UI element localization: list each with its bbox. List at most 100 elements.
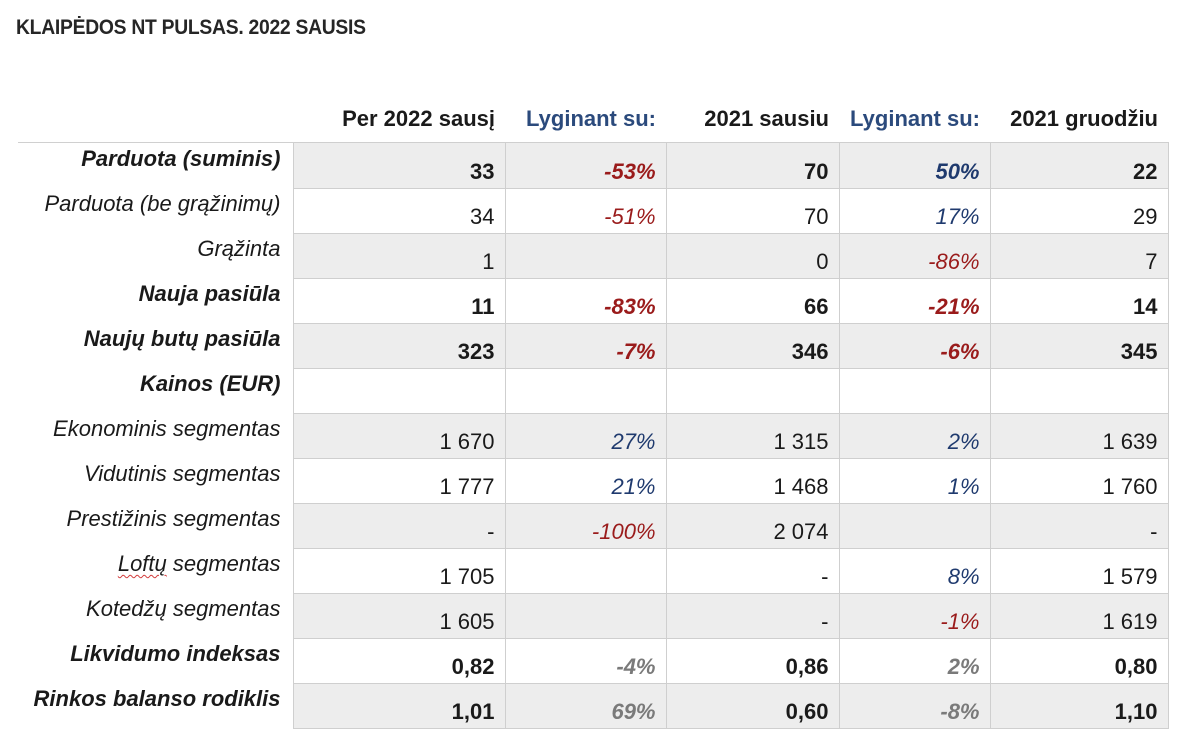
- value-cell: 1 605: [292, 592, 506, 639]
- change-cell: 2%: [838, 412, 991, 459]
- header-compare-1: Lyginant su:: [526, 106, 656, 131]
- table-row: Ekonominis segmentas 1 670 27% 1 315 2% 1 639: [18, 412, 1169, 459]
- header-compare-2: Lyginant su:: [850, 106, 980, 131]
- change-cell: 8%: [838, 547, 991, 594]
- row-label: Parduota (be grąžinimų): [44, 191, 281, 216]
- table-row: Kotedžų segmentas 1 605 - -1% 1 619: [18, 592, 1169, 639]
- value-cell: 33: [292, 142, 506, 189]
- table-row: Loftų segmentas 1 705 -8% 1 579: [18, 547, 1169, 594]
- market-pulse-table: Per 2022 sausį Lyginant su: 2021 sausiu …: [18, 98, 1169, 729]
- change-cell: 21%: [504, 457, 667, 504]
- value-cell: 323: [292, 322, 506, 369]
- table-row: Parduota (suminis) 33 -53% 70 50% 22: [18, 142, 1169, 189]
- change-cell: [504, 592, 667, 639]
- value-cell: 0,86: [665, 637, 840, 684]
- table-row: Vidutinis segmentas 1 777 21% 1 468 1% 1 760: [18, 457, 1169, 504]
- table-row: Kainos (EUR): [18, 367, 1169, 414]
- header-prev-month: 2021 gruodžiu: [1010, 106, 1158, 131]
- value-cell: 14: [989, 277, 1169, 324]
- value-cell: [665, 367, 840, 414]
- row-label: Grąžinta: [197, 236, 281, 261]
- value-cell: 346: [665, 322, 840, 369]
- value-cell: 1 315: [665, 412, 840, 459]
- change-cell: 2%: [838, 637, 991, 684]
- change-cell: -8%: [838, 682, 991, 729]
- value-cell: 1 639: [989, 412, 1169, 459]
- header-empty: [18, 98, 293, 143]
- value-cell: 0: [665, 232, 840, 279]
- change-cell: -1%: [838, 592, 991, 639]
- value-cell: 1 760: [989, 457, 1169, 504]
- value-cell: 66: [665, 277, 840, 324]
- table-row: Prestižinis segmentas - -100% 2 074-: [18, 502, 1169, 549]
- change-cell: -100%: [504, 502, 667, 549]
- row-label: Prestižinis segmentas: [66, 506, 281, 531]
- change-cell: [504, 367, 667, 414]
- change-cell: -53%: [504, 142, 667, 189]
- value-cell: 1 670: [292, 412, 506, 459]
- value-cell: 0,60: [665, 682, 840, 729]
- value-cell: 11: [292, 277, 506, 324]
- change-cell: -4%: [504, 637, 667, 684]
- value-cell: 29: [989, 187, 1169, 234]
- value-cell: 34: [292, 187, 506, 234]
- value-cell: -: [989, 502, 1169, 549]
- value-cell: -: [665, 547, 840, 594]
- table-row: Likvidumo indeksas 0,82 -4% 0,86 2% 0,80: [18, 637, 1169, 684]
- table-row: Rinkos balanso rodiklis 1,01 69% 0,60 -8% 1,1…: [18, 682, 1169, 729]
- change-cell: -83%: [504, 277, 667, 324]
- value-cell: 1 468: [665, 457, 840, 504]
- value-cell: 7: [989, 232, 1169, 279]
- header-prev-year: 2021 sausiu: [704, 106, 829, 131]
- row-label: Parduota (suminis): [81, 146, 281, 171]
- row-label: Likvidumo indeksas: [70, 641, 281, 666]
- value-cell: -: [665, 592, 840, 639]
- value-cell: 2 074: [665, 502, 840, 549]
- change-cell: [838, 367, 991, 414]
- row-label: Nauja pasiūla: [138, 281, 281, 306]
- value-cell: 0,82: [292, 637, 506, 684]
- change-cell: 69%: [504, 682, 667, 729]
- change-cell: -21%: [838, 277, 991, 324]
- row-label: Naujų butų pasiūla: [83, 326, 281, 351]
- value-cell: [989, 367, 1169, 414]
- value-cell: 345: [989, 322, 1169, 369]
- value-cell: 1: [292, 232, 506, 279]
- value-cell: 1,10: [989, 682, 1169, 729]
- row-label: Loftų segmentas: [117, 551, 281, 576]
- table-row: Nauja pasiūla 11 -83% 66 -21% 14: [18, 277, 1169, 324]
- table-row: Grąžinta 1 0 -86% 7: [18, 232, 1169, 279]
- row-label: Kainos (EUR): [139, 371, 281, 396]
- table-row: Naujų butų pasiūla 323 -7% 346 -6% 345: [18, 322, 1169, 369]
- value-cell: 1 705: [292, 547, 506, 594]
- row-label: Kotedžų segmentas: [86, 596, 281, 621]
- value-cell: 70: [665, 187, 840, 234]
- value-cell: 1,01: [292, 682, 506, 729]
- row-label: Vidutinis segmentas: [84, 461, 281, 486]
- change-cell: 1%: [838, 457, 991, 504]
- header-row: Per 2022 sausį Lyginant su: 2021 sausiu …: [18, 98, 1168, 143]
- value-cell: 70: [665, 142, 840, 189]
- change-cell: -7%: [504, 322, 667, 369]
- value-cell: 1 777: [292, 457, 506, 504]
- header-current: Per 2022 sausį: [342, 106, 495, 131]
- change-cell: 50%: [838, 142, 991, 189]
- change-cell: [504, 547, 667, 594]
- page-title: KLAIPĖDOS NT PULSAS. 2022 SAUSIS: [16, 16, 366, 39]
- change-cell: [838, 502, 991, 549]
- change-cell: -6%: [838, 322, 991, 369]
- change-cell: 27%: [504, 412, 667, 459]
- change-cell: 17%: [838, 187, 991, 234]
- change-cell: [504, 232, 667, 279]
- value-cell: 0,80: [989, 637, 1169, 684]
- row-label: Rinkos balanso rodiklis: [33, 686, 281, 711]
- spellcheck-underline: Loftų: [117, 551, 167, 576]
- change-cell: -86%: [838, 232, 991, 279]
- value-cell: [292, 367, 506, 414]
- change-cell: -51%: [504, 187, 667, 234]
- value-cell: 1 579: [989, 547, 1169, 594]
- value-cell: -: [292, 502, 506, 549]
- value-cell: 1 619: [989, 592, 1169, 639]
- value-cell: 22: [989, 142, 1169, 189]
- row-label: Ekonominis segmentas: [53, 416, 281, 441]
